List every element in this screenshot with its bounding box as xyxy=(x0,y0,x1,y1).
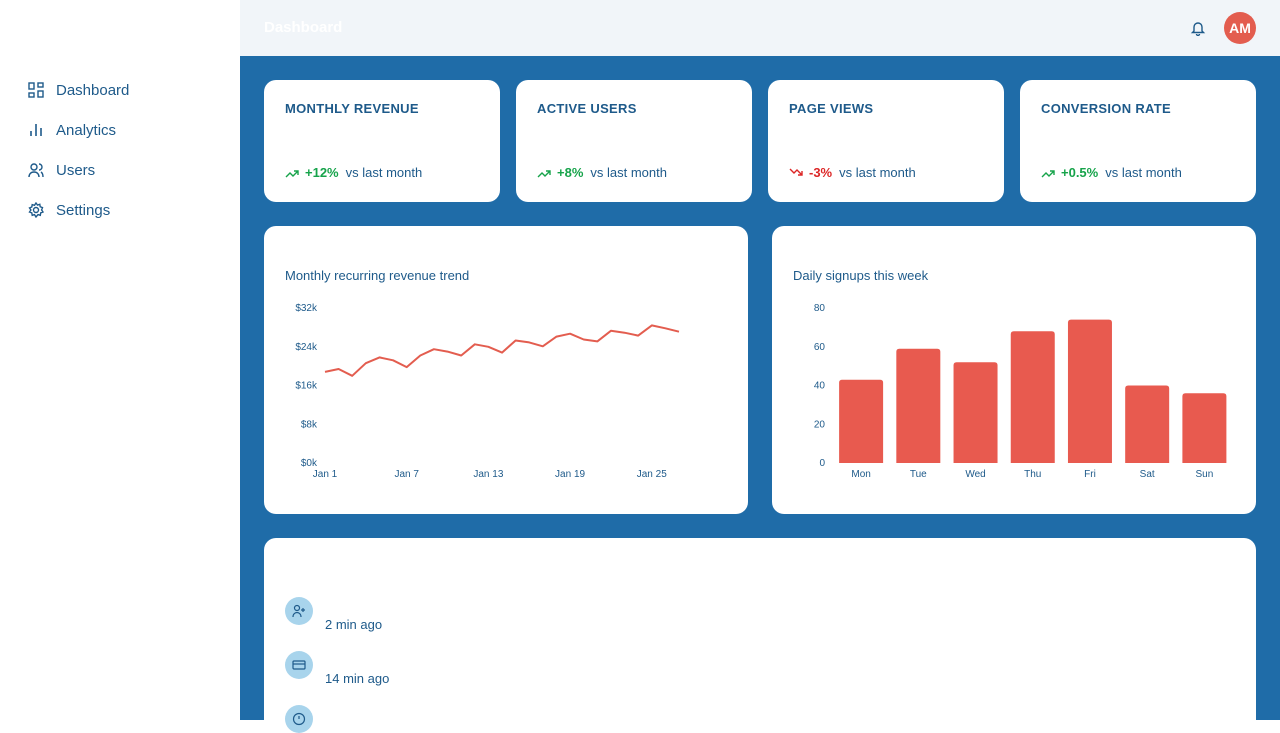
bar xyxy=(953,362,998,463)
x-tick-label: Sun xyxy=(1195,469,1213,480)
x-tick-label: Jan 13 xyxy=(473,469,503,480)
kpi-card: PAGE VIEWS -3% vs last month xyxy=(768,80,1004,202)
nav-label: Dashboard xyxy=(56,81,130,99)
icon xyxy=(28,163,44,178)
trend-arrow xyxy=(285,169,299,177)
activity-icon xyxy=(285,651,313,679)
y-tick-label: 80 xyxy=(814,303,826,314)
y-tick-label: $16k xyxy=(295,381,318,392)
nav-item[interactable]: Settings xyxy=(28,200,110,220)
kpi-card: CONVERSION RATE +0.5% vs last month xyxy=(1020,80,1256,202)
y-tick-label: $24k xyxy=(295,342,318,353)
kpi-note: vs last month xyxy=(590,165,667,180)
kpi-note: vs last month xyxy=(1105,165,1182,180)
kpi-label: ACTIVE USERS xyxy=(537,101,637,116)
activity-icon xyxy=(285,705,313,733)
y-tick-label: 60 xyxy=(814,342,826,353)
line xyxy=(324,324,680,377)
line-chart: Monthly recurring revenue trend $0k $8k $16… xyxy=(285,268,680,480)
y-tick-label: $0k xyxy=(301,458,318,469)
trend-icon xyxy=(789,168,803,176)
kpi-note: vs last month xyxy=(345,165,423,180)
chart-card: Monthly recurring revenue trend $0k $8k $16… xyxy=(264,226,748,514)
nav-item[interactable]: Dashboard xyxy=(28,80,129,100)
nav-label: Settings xyxy=(56,201,111,219)
page-title: Dashboard xyxy=(264,19,343,36)
y-tick-label: 20 xyxy=(814,419,826,430)
x-tick-label: Jan 25 xyxy=(637,469,667,480)
avatar[interactable]: AM xyxy=(1224,12,1256,44)
x-tick-label: Jan 1 xyxy=(313,469,338,480)
kpi-note: vs last month xyxy=(839,165,916,180)
trend-icon xyxy=(537,169,551,177)
kpi-trend: +12% vs last month xyxy=(285,165,422,180)
notification-bell[interactable] xyxy=(1190,20,1206,36)
trend-arrow xyxy=(537,169,551,177)
bar xyxy=(839,379,884,463)
sidebar: Dashboard Analytics Users Settings xyxy=(0,0,240,720)
bar-chart: Daily signups this week 0 20 40 60 80 Mon Tue We… xyxy=(793,268,1227,480)
nav-label: Analytics xyxy=(56,121,117,139)
kpi-label: MONTHLY REVENUE xyxy=(285,101,419,116)
kpi-label: PAGE VIEWS xyxy=(789,101,874,116)
bar xyxy=(1125,385,1170,463)
kpi-card: MONTHLY REVENUE +12% vs last month xyxy=(264,80,500,202)
x-tick-label: Jan 19 xyxy=(555,469,585,480)
x-tick-label: Sat xyxy=(1140,469,1155,480)
kpi-change: +8% xyxy=(557,165,584,180)
x-tick-label: Fri xyxy=(1084,469,1096,480)
kpi-trend: +0.5% vs last month xyxy=(1041,165,1182,180)
nav-item[interactable]: Users xyxy=(28,160,95,180)
x-tick-label: Wed xyxy=(965,469,985,480)
chart-subtitle: Monthly recurring revenue trend xyxy=(285,268,469,283)
bar xyxy=(1182,393,1227,463)
kpi-change: +0.5% xyxy=(1061,165,1099,180)
bar xyxy=(896,348,941,463)
kpi-card: ACTIVE USERS +8% vs last month xyxy=(516,80,752,202)
icon xyxy=(30,124,42,136)
nav-label: Users xyxy=(56,161,96,179)
x-tick-label: Jan 7 xyxy=(394,469,419,480)
activity-time: 2 min ago xyxy=(325,617,383,632)
trend-arrow xyxy=(789,168,803,176)
icon xyxy=(28,202,44,218)
chart-card: Daily signups this week 0 20 40 60 80 Mon Tue We… xyxy=(772,226,1256,514)
icon xyxy=(28,82,44,98)
x-tick-label: Tue xyxy=(910,469,927,480)
x-tick-label: Thu xyxy=(1024,469,1041,480)
trend-arrow xyxy=(1041,169,1055,177)
activity-card: 2 min ago 14 min ago xyxy=(264,538,1256,733)
nav-item[interactable]: Analytics xyxy=(28,120,116,140)
activity-time: 14 min ago xyxy=(325,671,390,686)
kpi-trend: -3% vs last month xyxy=(789,165,916,180)
kpi-trend: +8% vs last month xyxy=(537,165,667,180)
y-tick-label: 0 xyxy=(819,458,825,469)
header: Dashboard AM xyxy=(240,0,1280,56)
activity-icon xyxy=(285,597,313,625)
y-tick-label: $8k xyxy=(301,419,318,430)
kpi-change: +12% xyxy=(305,165,339,180)
kpi-label: CONVERSION RATE xyxy=(1041,101,1171,116)
chart-subtitle: Daily signups this week xyxy=(793,268,929,283)
bar xyxy=(1010,331,1055,463)
trend-icon xyxy=(1041,169,1055,177)
x-tick-label: Mon xyxy=(851,469,870,480)
trend-icon xyxy=(285,169,299,177)
y-tick-label: 40 xyxy=(814,381,826,392)
bar xyxy=(1067,319,1112,463)
kpi-change: -3% xyxy=(809,165,833,180)
y-tick-label: $32k xyxy=(295,303,318,314)
